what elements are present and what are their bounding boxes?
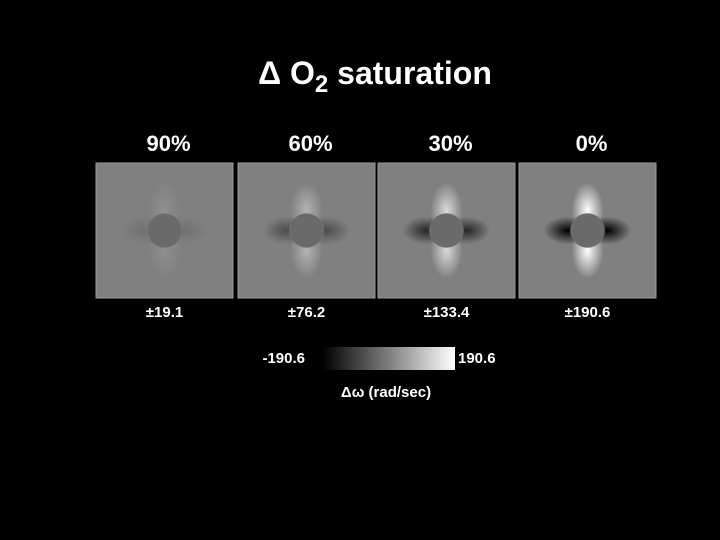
panel-label: 0% [576, 131, 608, 156]
panel-range: ±19.1 [146, 304, 183, 321]
panel-label: 90% [146, 131, 190, 156]
panel-range: ±133.4 [424, 304, 470, 321]
colorbar-label: Δω (rad/sec) [341, 384, 431, 401]
panels: 90% ±19.1 60% ±76.2 30% ±133.4 0% ±190.6 [95, 131, 657, 321]
panel-range: ±76.2 [288, 304, 325, 321]
panel-label: 60% [288, 131, 332, 156]
colorbar-max: 190.6 [458, 350, 496, 367]
title-main: Δ O [258, 55, 315, 91]
panel-range: ±190.6 [565, 304, 611, 321]
colorbar-min: -190.6 [262, 350, 305, 367]
vessel [429, 213, 464, 248]
title-rest: saturation [328, 55, 492, 91]
vessel [570, 213, 605, 248]
panel-label: 30% [428, 131, 472, 156]
colorbar [323, 347, 455, 370]
title: Δ O2 saturation [258, 55, 492, 98]
vessel [147, 213, 182, 248]
panel [237, 162, 376, 299]
panel [377, 162, 516, 299]
panel [518, 162, 657, 299]
panel [95, 162, 234, 299]
vessel [289, 213, 324, 248]
title-subscript: 2 [315, 71, 328, 98]
